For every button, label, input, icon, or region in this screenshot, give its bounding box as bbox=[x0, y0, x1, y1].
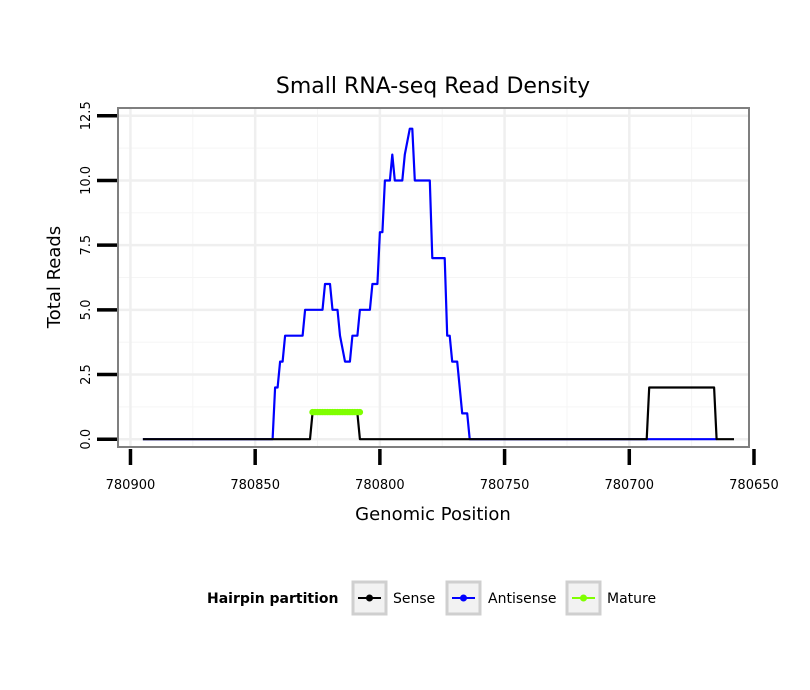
x-tick-label: 780750 bbox=[480, 478, 530, 493]
legend-key-point-mature bbox=[580, 594, 587, 602]
grid-lines bbox=[119, 109, 748, 446]
y-tick-label: 10.0 bbox=[79, 166, 94, 195]
legend-title: Hairpin partition bbox=[207, 591, 338, 607]
y-tick-label: 7.5 bbox=[79, 235, 94, 256]
x-tick-label: 780700 bbox=[604, 478, 654, 493]
x-tick-label: 780650 bbox=[729, 478, 779, 493]
chart-title: Small RNA-seq Read Density bbox=[276, 74, 590, 99]
x-tick-label: 780900 bbox=[106, 478, 156, 493]
series-line-sense bbox=[142, 386, 734, 441]
y-tick-label: 2.5 bbox=[79, 364, 94, 385]
series-layer bbox=[142, 127, 734, 441]
y-tick-label: 12.5 bbox=[79, 101, 94, 130]
y-tick-label: 0.0 bbox=[79, 429, 94, 450]
legend: Hairpin partition Sense Antisense Mature bbox=[207, 580, 656, 616]
x-tick-label: 780850 bbox=[230, 478, 280, 493]
y-axis: 0.0 2.5 5.0 7.5 10.0 12.5 bbox=[79, 101, 117, 450]
y-tick-label: 5.0 bbox=[79, 300, 94, 321]
legend-key-point-antisense bbox=[460, 594, 467, 602]
legend-label-antisense: Antisense bbox=[488, 591, 557, 607]
series-point-mature-19 bbox=[356, 408, 364, 416]
legend-label-mature: Mature bbox=[607, 591, 656, 607]
series-line-antisense bbox=[142, 127, 717, 441]
x-axis: 780900 780850 780800 780750 780700 780650 bbox=[106, 449, 779, 493]
legend-key-point-sense bbox=[366, 594, 373, 602]
x-axis-label: Genomic Position bbox=[355, 504, 511, 525]
legend-label-sense: Sense bbox=[393, 591, 435, 607]
x-tick-label: 780800 bbox=[355, 478, 405, 493]
y-axis-label: Total Reads bbox=[44, 226, 65, 329]
